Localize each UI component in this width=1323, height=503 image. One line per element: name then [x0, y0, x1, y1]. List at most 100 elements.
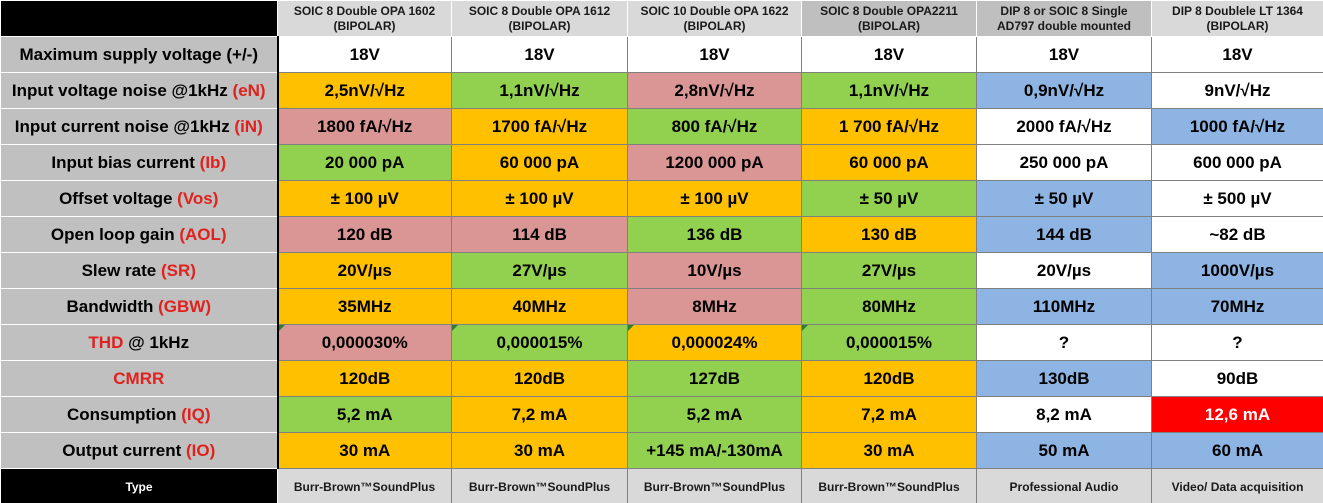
value-cell: ± 500 µV: [1151, 180, 1323, 217]
value-cell: 35MHz: [277, 288, 452, 325]
value-cell: 18V: [627, 36, 802, 73]
value-cell: 18V: [1151, 36, 1323, 73]
table-row: Input bias current (Ib) 20 000 pA 60 000 p…: [0, 144, 1323, 181]
type-value: Video/ Data acquisition: [1151, 468, 1323, 503]
value-cell: 1000 fA/√Hz: [1151, 108, 1323, 145]
value-cell: 1,1nV/√Hz: [451, 72, 628, 109]
value-cell: +145 mA/-130mA: [627, 432, 802, 469]
value-cell: 2000 fA/√Hz: [976, 108, 1152, 145]
value-cell: 1200 000 pA: [627, 144, 802, 181]
value-cell: 18V: [451, 36, 628, 73]
value-cell: 40MHz: [451, 288, 628, 325]
value-cell: 18V: [976, 36, 1152, 73]
value-cell: 0,000024%: [627, 324, 802, 361]
value-cell: 250 000 pA: [976, 144, 1152, 181]
value-cell: 30 mA: [277, 432, 452, 469]
column-header: SOIC 8 Double OPA 1602 (BIPOLAR): [277, 0, 452, 37]
column-header: SOIC 10 Double OPA 1622 (BIPOLAR): [627, 0, 802, 37]
value-cell: 110MHz: [976, 288, 1152, 325]
column-header: SOIC 8 Double OPA 1612 (BIPOLAR): [451, 0, 628, 37]
value-cell: 90dB: [1151, 360, 1323, 397]
column-header: SOIC 8 Double OPA2211 (BIPOLAR): [801, 0, 977, 37]
value-cell: 60 000 pA: [451, 144, 628, 181]
value-cell: 18V: [277, 36, 452, 73]
parameter-label: Input bias current (Ib): [0, 144, 279, 181]
value-cell: 27V/µs: [801, 252, 977, 289]
value-cell: 600 000 pA: [1151, 144, 1323, 181]
value-cell: 1,1nV/√Hz: [801, 72, 977, 109]
value-cell: 50 mA: [976, 432, 1152, 469]
value-cell: 20 000 pA: [277, 144, 452, 181]
value-cell: 70MHz: [1151, 288, 1323, 325]
value-cell: 1800 fA/√Hz: [277, 108, 452, 145]
corner-cell: [0, 0, 278, 37]
value-cell: 0,9nV/√Hz: [976, 72, 1152, 109]
value-cell: 18V: [801, 36, 977, 73]
value-cell: 127dB: [627, 360, 802, 397]
value-cell: 1000V/µs: [1151, 252, 1323, 289]
parameter-label: Maximum supply voltage (+/-): [0, 36, 279, 73]
value-cell: 2,8nV/√Hz: [627, 72, 802, 109]
value-cell: ± 100 µV: [627, 180, 802, 217]
value-cell: ?: [976, 324, 1152, 361]
table-row: Bandwidth (GBW) 35MHz 40MHz 8MHz 80MHz 110MHz…: [0, 288, 1323, 325]
parameter-label: THD @ 1kHz: [0, 324, 279, 361]
value-cell: 120 dB: [277, 216, 452, 253]
column-header: DIP 8 Doublele LT 1364 (BIPOLAR): [1151, 0, 1323, 37]
type-value: Professional Audio: [976, 468, 1152, 503]
parameter-label: Consumption (IQ): [0, 396, 279, 433]
value-cell: 144 dB: [976, 216, 1152, 253]
value-cell: ± 50 µV: [801, 180, 977, 217]
value-cell: 8MHz: [627, 288, 802, 325]
type-value: Burr-Brown™SoundPlus: [627, 468, 802, 503]
value-cell: ± 100 µV: [451, 180, 628, 217]
type-row: Type Burr-Brown™SoundPlus Burr-Brown™Sound…: [0, 468, 1323, 503]
table-row: Input current noise @1kHz (iN) 1800 fA/√H…: [0, 108, 1323, 145]
value-cell: 60 000 pA: [801, 144, 977, 181]
value-cell: 20V/µs: [277, 252, 452, 289]
type-value: Burr-Brown™SoundPlus: [801, 468, 977, 503]
value-cell: 7,2 mA: [801, 396, 977, 433]
parameter-label: Input voltage noise @1kHz (eN): [0, 72, 279, 109]
table-row: Open loop gain (AOL) 120 dB 114 dB 136 dB 13…: [0, 216, 1323, 253]
type-label: Type: [0, 468, 278, 503]
table-row: Slew rate (SR) 20V/µs 27V/µs 10V/µs 27V/µs 20…: [0, 252, 1323, 289]
header-row: SOIC 8 Double OPA 1602 (BIPOLAR) SOIC 8 D…: [0, 0, 1323, 37]
value-cell: 1700 fA/√Hz: [451, 108, 628, 145]
value-cell: 1 700 fA/√Hz: [801, 108, 977, 145]
value-cell: 800 fA/√Hz: [627, 108, 802, 145]
value-cell: 60 mA: [1151, 432, 1323, 469]
table-row: Input voltage noise @1kHz (eN) 2,5nV/√Hz 1…: [0, 72, 1323, 109]
value-cell: 30 mA: [801, 432, 977, 469]
value-cell: 120dB: [451, 360, 628, 397]
value-cell: 0,000015%: [801, 324, 977, 361]
value-cell: 12,6 mA: [1151, 396, 1323, 433]
value-cell: 80MHz: [801, 288, 977, 325]
parameter-label: Input current noise @1kHz (iN): [0, 108, 279, 145]
column-header: DIP 8 or SOIC 8 Single AD797 double mount…: [976, 0, 1152, 37]
table-row: Offset voltage (Vos) ± 100 µV ± 100 µV ± 10…: [0, 180, 1323, 217]
table-body: Maximum supply voltage (+/-) 18V 18V 18V 18V…: [0, 36, 1323, 503]
table-row: THD @ 1kHz 0,000030% 0,000015% 0,000024% 0,0…: [0, 324, 1323, 361]
value-cell: 20V/µs: [976, 252, 1152, 289]
value-cell: 0,000030%: [277, 324, 452, 361]
value-cell: ± 100 µV: [277, 180, 452, 217]
table-row: Output current (IO) 30 mA 30 mA +145 mA/-13…: [0, 432, 1323, 469]
value-cell: 7,2 mA: [451, 396, 628, 433]
value-cell: 120dB: [801, 360, 977, 397]
parameter-label: Slew rate (SR): [0, 252, 279, 289]
value-cell: 10V/µs: [627, 252, 802, 289]
parameter-label: Offset voltage (Vos): [0, 180, 279, 217]
value-cell: 114 dB: [451, 216, 628, 253]
parameter-label: Open loop gain (AOL): [0, 216, 279, 253]
value-cell: 5,2 mA: [277, 396, 452, 433]
table-row: Maximum supply voltage (+/-) 18V 18V 18V 18V…: [0, 36, 1323, 73]
value-cell: 130dB: [976, 360, 1152, 397]
value-cell: 9nV/√Hz: [1151, 72, 1323, 109]
parameter-label: CMRR: [0, 360, 279, 397]
value-cell: 5,2 mA: [627, 396, 802, 433]
value-cell: 27V/µs: [451, 252, 628, 289]
parameter-label: Output current (IO): [0, 432, 279, 469]
value-cell: 120dB: [277, 360, 452, 397]
